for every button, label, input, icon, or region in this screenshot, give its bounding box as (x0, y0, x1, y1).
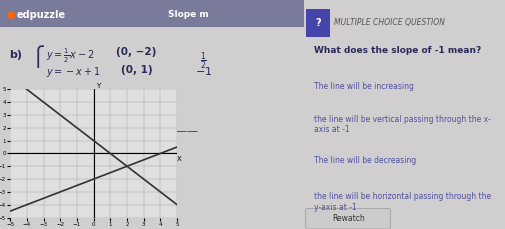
FancyBboxPatch shape (305, 208, 390, 229)
Text: Rewatch: Rewatch (331, 214, 364, 223)
Text: $y = \frac{1}{2}x - 2$: $y = \frac{1}{2}x - 2$ (45, 47, 94, 65)
Text: the line will be vertical passing through the x-
axis at -1: the line will be vertical passing throug… (313, 114, 490, 134)
Text: (0, 1): (0, 1) (121, 65, 152, 75)
Text: MULTIPLE CHOICE QUESTION: MULTIPLE CHOICE QUESTION (333, 18, 444, 27)
Text: edpuzzle: edpuzzle (17, 10, 66, 20)
Text: the line will be horizontal passing through the
y-axis at -1: the line will be horizontal passing thro… (313, 192, 490, 212)
Text: The line will be decreasing: The line will be decreasing (313, 156, 415, 165)
Text: Slope m: Slope m (168, 10, 208, 19)
Text: $\frac{1}{2}$: $\frac{1}{2}$ (199, 50, 207, 72)
Text: What does the slope of -1 mean?: What does the slope of -1 mean? (313, 46, 480, 55)
Text: $m = \frac{rise}{run} = $ ——: $m = \frac{rise}{run} = $ —— (118, 123, 199, 143)
FancyBboxPatch shape (0, 0, 303, 27)
Text: The line will be increasing: The line will be increasing (313, 82, 413, 91)
Text: (0, −2): (0, −2) (116, 47, 157, 57)
Text: ?: ? (314, 18, 320, 28)
Text: $-1$: $-1$ (194, 65, 212, 77)
Text: ●: ● (6, 10, 15, 20)
Text: $y = -x + 1$: $y = -x + 1$ (45, 65, 100, 79)
Text: ⎧: ⎧ (30, 46, 45, 68)
FancyBboxPatch shape (305, 9, 329, 37)
Text: X: X (176, 156, 181, 162)
Text: b): b) (9, 50, 22, 60)
Text: Y: Y (96, 83, 100, 89)
